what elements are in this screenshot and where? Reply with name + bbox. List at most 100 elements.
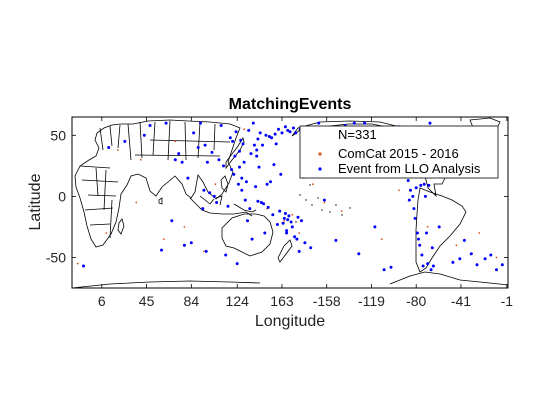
legend: N=331 ComCat 2015 - 2016 Event from LLO …: [299, 125, 499, 179]
y-tick-label: -50: [46, 249, 66, 265]
llo-event-point: [250, 237, 254, 241]
llo-event-point: [233, 154, 237, 158]
llo-event-point: [248, 207, 252, 211]
llo-event-point: [296, 215, 300, 219]
llo-event-point: [263, 231, 267, 235]
llo-event-point: [309, 246, 313, 250]
llo-event-point: [254, 185, 258, 189]
llo-event-point: [164, 121, 168, 125]
llo-event-point: [232, 172, 236, 176]
llo-event-point: [177, 152, 181, 156]
coastline-australia: [221, 213, 274, 257]
comcat-event-point: [174, 140, 177, 143]
llo-event-point: [170, 219, 174, 223]
llo-event-point: [469, 252, 473, 256]
llo-event-point: [418, 243, 422, 247]
legend-box: [299, 125, 499, 179]
llo-event-point: [451, 260, 455, 264]
llo-event-point: [475, 263, 479, 267]
island-dot: [309, 184, 311, 186]
llo-event-point: [281, 221, 285, 225]
llo-event-point: [235, 262, 239, 266]
llo-event-point: [429, 268, 433, 272]
llo-event-point: [300, 219, 303, 223]
comcat-event-point: [455, 244, 458, 247]
comcat-event-point: [117, 149, 119, 151]
llo-event-point: [238, 165, 241, 169]
llo-event-point: [303, 241, 307, 245]
llo-event-point: [294, 131, 298, 135]
comcat-event-point: [76, 262, 79, 265]
llo-event-point: [427, 183, 431, 187]
llo-event-point: [199, 121, 202, 125]
llo-event-point: [357, 252, 361, 256]
llo-event-point: [462, 238, 466, 242]
llo-event-point: [210, 150, 214, 154]
llo-event-point: [241, 142, 245, 146]
llo-event-point: [204, 249, 208, 253]
llo-event-point: [148, 124, 152, 127]
llo-event-point: [289, 220, 293, 224]
legend-label-llo: Event from LLO Analysis: [338, 161, 481, 176]
comcat-event-point: [426, 226, 429, 228]
llo-event-point: [285, 229, 289, 233]
llo-event-point: [270, 136, 274, 140]
y-tick-label: 50: [50, 127, 66, 143]
llo-event-point: [222, 164, 225, 168]
y-axis-label: Latitude: [27, 173, 44, 230]
x-tick-label: 124: [226, 293, 250, 309]
island-dot: [329, 211, 331, 213]
llo-event-point: [251, 121, 255, 125]
llo-event-point: [173, 158, 177, 162]
llo-event-point: [273, 132, 277, 136]
x-tick-label: -119: [358, 293, 385, 309]
llo-event-point: [257, 165, 261, 169]
llo-event-point: [500, 263, 504, 267]
comcat-event-point: [135, 201, 138, 204]
llo-event-point: [291, 126, 295, 130]
llo-event-point: [421, 264, 425, 268]
comcat-event-point: [162, 238, 165, 241]
llo-event-point: [230, 168, 233, 171]
llo-event-point: [240, 176, 244, 180]
island-dot: [341, 214, 343, 216]
legend-marker-llo: [318, 167, 322, 171]
llo-event-point: [426, 262, 430, 266]
comcat-event-point: [323, 201, 326, 204]
comcat-event-point: [312, 183, 314, 186]
llo-event-point: [373, 225, 377, 229]
llo-event-point: [186, 176, 190, 180]
llo-event-point: [495, 268, 498, 272]
llo-event-point: [282, 216, 286, 220]
llo-event-point: [275, 223, 279, 226]
coastline-sri-lanka: [158, 197, 163, 205]
island-dot: [317, 197, 319, 199]
llo-event-point: [182, 243, 186, 247]
comcat-event-point: [298, 232, 301, 234]
x-tick-label: -41: [451, 293, 471, 309]
llo-event-point: [252, 143, 256, 147]
llo-event-point: [430, 246, 434, 250]
llo-event-point: [267, 135, 271, 138]
llo-event-point: [196, 146, 200, 149]
llo-event-point: [215, 201, 219, 204]
llo-event-point: [489, 253, 493, 257]
comcat-event-point: [380, 238, 383, 241]
llo-event-point: [317, 121, 321, 125]
llo-event-point: [413, 216, 417, 220]
llo-event-point: [265, 182, 269, 186]
llo-event-point: [201, 207, 205, 211]
llo-event-point: [212, 194, 216, 198]
comcat-event-point: [243, 128, 246, 131]
llo-event-point: [107, 146, 111, 149]
llo-event-point: [409, 188, 412, 192]
llo-event-point: [261, 143, 264, 147]
tick-layer: 6 45 84 124 163 -158 -119 -80 -41 -1 50 0 -50: [46, 117, 513, 309]
llo-event-point: [242, 160, 246, 164]
llo-event-point: [425, 231, 428, 235]
comcat-event-point: [291, 213, 294, 216]
llo-event-point: [236, 182, 240, 186]
llo-event-point: [415, 231, 419, 235]
llo-event-point: [271, 213, 275, 217]
llo-event-point: [249, 152, 253, 156]
